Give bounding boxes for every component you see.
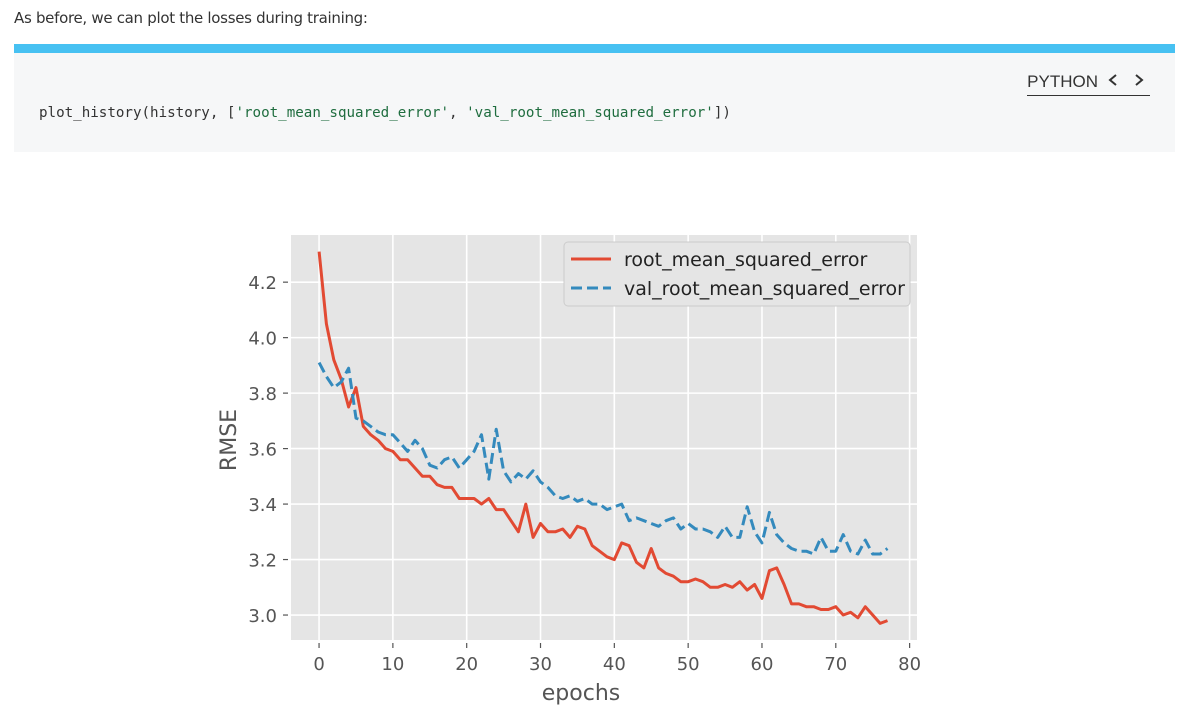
x-tick-label: 30 [529,654,552,675]
x-tick-label: 0 [313,654,324,675]
intro-paragraph: As before, we can plot the losses during… [14,9,368,27]
chevron-right-icon[interactable] [1128,72,1150,92]
chevron-left-icon[interactable] [1102,72,1124,92]
train-rmse-line [317,251,889,625]
x-tick-label: 80 [898,654,921,675]
y-tick-label: 3.6 [248,440,277,461]
code-separator: , [449,105,467,121]
x-axis-label: epochs [542,681,620,706]
code-line: plot_history(history, ['root_mean_square… [39,105,731,121]
code-call: plot_history(history, [ [39,105,236,121]
x-tick-label: 10 [381,654,404,675]
y-tick-label: 3.0 [248,606,277,627]
y-tick-label: 3.2 [248,551,277,572]
legend-box [563,241,911,307]
val-rmse-line [317,361,889,556]
x-tick-label: 40 [603,654,626,675]
rmse-chart: 0 10 20 30 40 50 60 70 80 3.0 3.2 3.4 3.6 3.8 4.0 4.2 ep… [200,225,940,720]
code-block: PYTHON plot_history(history, ['root_mean… [14,44,1175,152]
legend-label: root_mean_squared_error [624,249,867,271]
y-tick-label: 3.8 [248,384,277,405]
y-tick-label: 3.4 [248,495,277,516]
legend-label: val_root_mean_squared_error [624,278,905,300]
language-label: PYTHON [1027,72,1098,91]
y-axis-label: RMSE [217,409,242,471]
code-suffix: ]) [713,105,731,121]
x-tick-label: 50 [677,654,700,675]
language-switcher[interactable]: PYTHON [1027,72,1150,96]
code-string-arg: 'val_root_mean_squared_error' [466,105,714,121]
x-tick-label: 70 [824,654,847,675]
code-string-arg: 'root_mean_squared_error' [235,105,450,121]
x-tick-label: 60 [751,654,774,675]
code-block-accent-bar [14,44,1175,53]
chart-svg: 0 10 20 30 40 50 60 70 80 3.0 3.2 3.4 3.6 3.8 4.0 4.2 ep… [217,235,921,706]
y-tick-label: 4.2 [248,273,277,294]
x-tick-label: 20 [455,654,478,675]
y-tick-label: 4.0 [248,329,277,350]
